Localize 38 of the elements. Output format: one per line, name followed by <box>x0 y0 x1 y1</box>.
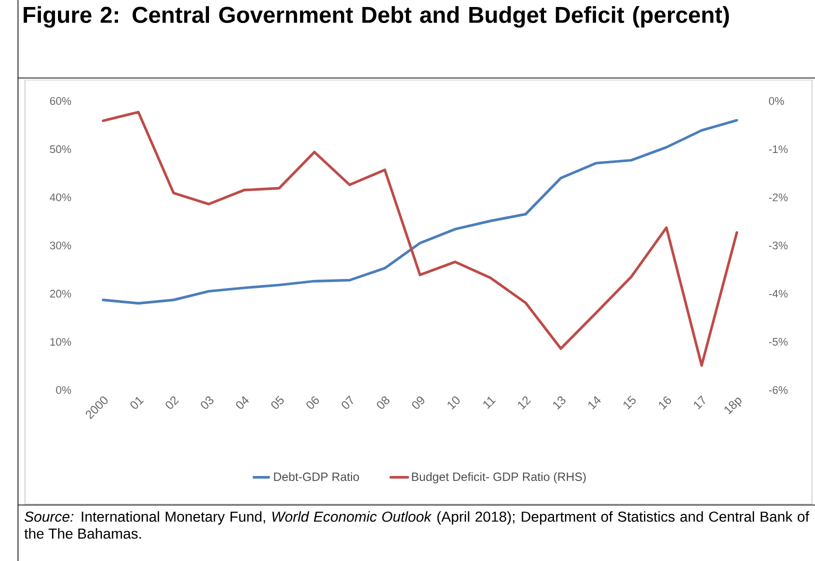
y2-tick-label: -6% <box>769 386 788 394</box>
y-tick-label: 40% <box>50 193 72 202</box>
x-tick-label: 04 <box>236 396 249 409</box>
x-tick-label: 14 <box>588 396 601 410</box>
y-tick-label: 0% <box>56 386 72 394</box>
line-series <box>102 110 738 367</box>
x-tick-label: 17 <box>694 395 706 410</box>
text: Source: International Monetary Fund, World Economic Outlook (April 2018); Department of Statistics and Central Bank of the The Bahamas. <box>24 511 810 539</box>
y-tick-label: 30% <box>50 242 72 250</box>
x-tick-label: 05 <box>271 396 284 409</box>
y2-tick-label: -3% <box>769 242 788 250</box>
legend-label: Debt-GDP Ratio <box>274 472 359 481</box>
y-tick-label: 50% <box>50 145 72 154</box>
y2-tick-label: -1% <box>769 145 788 153</box>
x-tick-label: 08 <box>376 396 390 409</box>
y-tick-label: 60% <box>50 97 72 105</box>
x-tick-label: 09 <box>412 396 424 409</box>
y2-tick-label: -4% <box>769 290 788 298</box>
y2-tick-label: 0% <box>768 97 784 105</box>
legend-label: Budget Deficit- GDP Ratio (RHS) <box>412 472 586 484</box>
y2-tick-label: -5% <box>769 338 788 346</box>
x-tick-label: 16 <box>658 396 672 410</box>
x-tick-label: 11 <box>483 396 496 409</box>
x-tick-label: 06 <box>306 396 319 409</box>
x-tick-label: 07 <box>342 395 354 409</box>
chart-title: Figure 2: Central Government Debt and Budget Deficit (percent) <box>24 6 729 28</box>
x-tick-label: 12 <box>518 396 532 410</box>
x-tick-label: 02 <box>166 396 180 409</box>
y2-tick-label: -2% <box>769 193 788 202</box>
y-tick-label: 10% <box>50 338 72 346</box>
y-tick-label: 20% <box>50 290 72 298</box>
x-tick-label: 13 <box>553 396 566 410</box>
x-tick-label: 03 <box>200 396 214 409</box>
line-series <box>102 118 738 305</box>
x-tick-label: 01 <box>130 396 144 409</box>
x-tick-label: 15 <box>624 396 636 410</box>
x-tick-label: 10 <box>448 396 460 410</box>
x-tick-label: 18p <box>724 398 742 414</box>
